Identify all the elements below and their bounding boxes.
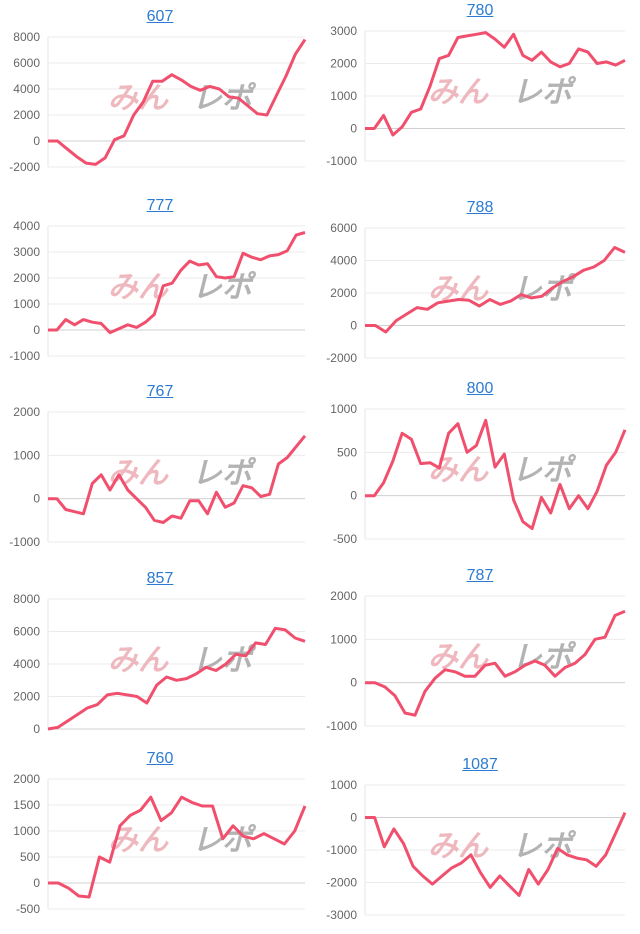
svg-text:レポ: レポ <box>512 640 577 675</box>
y-tick-label: 500 <box>20 850 40 864</box>
chart-svg: -1000010002000みんレポ <box>320 559 640 745</box>
y-tick-label: 2000 <box>330 589 357 603</box>
y-tick-label: 3000 <box>13 245 40 259</box>
y-tick-label: -1000 <box>9 535 40 549</box>
y-tick-label: -2000 <box>9 160 40 174</box>
series-line <box>365 813 625 896</box>
y-tick-label: 1000 <box>330 632 357 646</box>
watermark-logo: みんレポ <box>108 456 257 491</box>
y-tick-label: 4000 <box>330 254 357 268</box>
chart-svg: -5000500100015002000みんレポ <box>0 742 320 928</box>
y-tick-label: 500 <box>337 445 357 459</box>
svg-text:レポ: レポ <box>192 270 257 305</box>
watermark-logo: みんレポ <box>108 643 257 678</box>
chart-svg: 0 2000 4000 6000 8000 みんレポ <box>0 562 320 748</box>
y-tick-label: 2000 <box>13 271 40 285</box>
y-tick-label: 0 <box>33 722 40 736</box>
y-tick-label: -1000 <box>326 154 357 168</box>
y-tick-label: 1000 <box>330 89 357 103</box>
series-line <box>365 33 625 135</box>
y-tick-label: 0 <box>350 676 357 690</box>
series-line <box>48 233 305 333</box>
series-line <box>48 436 305 523</box>
series-line <box>365 420 625 528</box>
y-tick-label: 1000 <box>13 297 40 311</box>
y-tick-label: 2000 <box>13 108 40 122</box>
y-tick-label: 0 <box>33 134 40 148</box>
chart-svg: -3000 -2000 -1000 0 1000 みんレポ <box>320 748 640 934</box>
y-tick-label: 0 <box>350 489 357 503</box>
y-tick-label: -500 <box>16 902 40 916</box>
svg-text:みん: みん <box>428 829 489 864</box>
y-tick-label: -1000 <box>9 349 40 363</box>
y-tick-label: -1000 <box>326 843 357 857</box>
y-tick-label: -500 <box>333 532 357 546</box>
y-tick-label: 0 <box>350 122 357 136</box>
y-tick-label: 0 <box>350 811 357 825</box>
y-tick-label: 8000 <box>13 30 40 44</box>
chart-svg: -20000200040006000みんレポ <box>320 191 640 377</box>
y-tick-label: -1000 <box>326 719 357 733</box>
y-tick-label: 1000 <box>330 778 357 792</box>
y-tick-label: 0 <box>350 319 357 333</box>
y-tick-label: 4000 <box>13 657 40 671</box>
y-tick-label: -3000 <box>326 908 357 922</box>
y-tick-label: 3000 <box>330 24 357 38</box>
watermark-logo: みんレポ <box>428 829 577 864</box>
svg-text:レポ: レポ <box>512 75 577 110</box>
y-tick-label: 1000 <box>13 824 40 838</box>
y-tick-label: 0 <box>33 323 40 337</box>
svg-text:みん: みん <box>428 75 489 110</box>
svg-text:レポ: レポ <box>512 829 577 864</box>
y-tick-label: 1000 <box>13 448 40 462</box>
y-tick-label: 2000 <box>330 286 357 300</box>
svg-text:レポ: レポ <box>192 823 257 858</box>
y-tick-label: 1000 <box>330 402 357 416</box>
series-line <box>48 628 305 729</box>
svg-text:みん: みん <box>108 456 169 491</box>
svg-text:レポ: レポ <box>192 81 257 116</box>
y-tick-label: 0 <box>33 876 40 890</box>
svg-text:レポ: レポ <box>512 272 577 307</box>
series-line <box>48 797 305 897</box>
y-tick-label: 1500 <box>13 798 40 812</box>
y-tick-label: -2000 <box>326 876 357 890</box>
y-tick-label: 2000 <box>330 57 357 71</box>
y-tick-label: -2000 <box>326 351 357 365</box>
series-line <box>48 40 305 165</box>
y-tick-label: 6000 <box>13 625 40 639</box>
svg-text:みん: みん <box>108 643 169 678</box>
svg-text:みん: みん <box>428 453 489 488</box>
y-tick-label: 6000 <box>330 221 357 235</box>
svg-text:レポ: レポ <box>192 643 257 678</box>
y-tick-label: 2000 <box>13 405 40 419</box>
chart-svg: -200002000400060008000みんレポ <box>0 0 320 186</box>
y-tick-label: 0 <box>33 492 40 506</box>
svg-text:レポ: レポ <box>512 453 577 488</box>
chart-svg: -500 0 500 1000 みんレポ <box>320 372 640 558</box>
y-tick-label: 6000 <box>13 56 40 70</box>
chart-svg: -1000 0 1000 2000 3000 みんレポ <box>320 0 640 180</box>
y-tick-label: 2000 <box>13 772 40 786</box>
y-tick-label: 8000 <box>13 592 40 606</box>
y-tick-label: 2000 <box>13 690 40 704</box>
y-tick-label: 4000 <box>13 219 40 233</box>
chart-svg: -1000 0 1000 2000 みんレポ <box>0 375 320 561</box>
watermark-logo: みんレポ <box>428 75 577 110</box>
chart-svg: -100001000200030004000みんレポ <box>0 189 320 375</box>
y-tick-label: 4000 <box>13 82 40 96</box>
